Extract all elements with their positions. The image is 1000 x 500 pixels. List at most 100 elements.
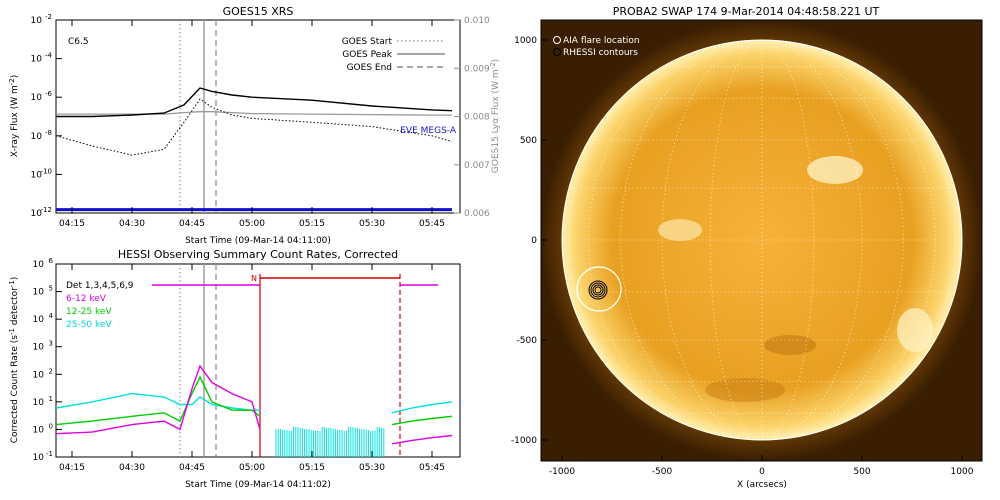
legend-goes-peak: GOES Peak: [342, 50, 392, 60]
xrs-ylabel-left-sup: -2: [8, 78, 16, 85]
xrs-ylabel-left: X-ray Flux (W m-2): [8, 75, 20, 157]
active-region-center: [658, 219, 702, 241]
hessi-time-tick-label: 05:30: [359, 463, 385, 473]
heliographic-grid: [562, 39, 962, 441]
hessi-y-tick-exp: 4: [49, 312, 54, 320]
xrs-left-tick-exp: -4: [45, 52, 53, 60]
legend-goes-start: GOES Start: [342, 37, 393, 47]
hessi-y-tick-exp: -1: [46, 450, 53, 458]
hessi-y-tick-base: 10: [33, 315, 45, 325]
hessi-time-tick-label: 04:15: [59, 463, 85, 473]
hessi-y-tick-base: 10: [33, 343, 45, 353]
longitude-line: [588, 39, 763, 441]
xrs-time-tick-label: 05:00: [239, 219, 265, 229]
swap-legend: AIA flare location RHESSI contours: [553, 36, 640, 58]
hessi-title: HESSI Observing Summary Count Rates, Cor…: [118, 248, 398, 261]
xrs-left-tick-exp: -10: [41, 167, 52, 175]
swap-y-tick-label: 500: [520, 136, 537, 146]
hessi-ylabel-tail: detector: [10, 287, 20, 328]
hessi-ylabel-text: Corrected Count Rate (s: [10, 335, 20, 444]
hessi-marks: [55, 264, 453, 457]
xrs-ylabel-right: GOES15 Lyα Flux (W m-2): [489, 59, 501, 173]
hessi-night-noise: [275, 427, 385, 457]
hessi-y-tick-base: 10: [33, 425, 45, 435]
longitude-line: [761, 39, 904, 441]
xrs-right-tick-label: 0.006: [464, 209, 490, 219]
xrs-time-tick-label: 04:15: [59, 219, 85, 229]
eve-label: EVE MEGS-A: [400, 126, 457, 136]
legend-rhessi-label: RHESSI contours: [563, 48, 638, 58]
xrs-ylabel-right-text: GOES15 Lyα Flux (W m: [491, 69, 501, 173]
xrs-time-tick-label: 05:15: [299, 219, 325, 229]
xrs-ylabel-left-text: X-ray Flux (W m: [10, 85, 20, 157]
swap-image-panel: PROBA2 SWAP 174 9-Mar-2014 04:48:58.221 …: [511, 5, 983, 490]
hessi-y-tick-exp: 0: [49, 422, 53, 430]
hessi-ylabel-sup2: -1: [8, 280, 16, 287]
xrs-lya-series: [56, 111, 452, 116]
xrs-left-tick-exp: -12: [41, 206, 52, 214]
hessi-series-6-12-keV: [55, 364, 261, 435]
swap-y-tick-label: -1000: [511, 436, 537, 446]
hessi-legend-12-25: 12-25 keV: [66, 307, 112, 317]
xrs-short-channel-series: [55, 98, 453, 156]
xrs-time-ticks: 04:15 04:30 04:45 05:00 05:15 05:30 05:45: [59, 20, 445, 229]
rhessi-contour-4: [594, 286, 602, 294]
hessi-time-tick-label: 05:00: [239, 463, 265, 473]
swap-x-tick-label: 0: [759, 467, 765, 477]
hessi-time-tick-label: 04:30: [119, 463, 145, 473]
xrs-class-label: C6.5: [68, 37, 89, 47]
xrs-left-tick-base: 10: [31, 93, 43, 103]
rhessi-contour-2: [590, 282, 606, 298]
active-region-west-limb: [897, 308, 933, 352]
hessi-y-tick-label: 10 0: [33, 422, 53, 435]
hessi-y-tick-base: 10: [33, 370, 45, 380]
xrs-left-tick-label: 10 -6: [31, 90, 53, 103]
xrs-left-tick-label: 10-10: [31, 167, 52, 180]
xrs-xlabel: Start Time (09-Mar-14 04:11:00): [185, 236, 331, 246]
xrs-left-tick-exp: -6: [45, 90, 53, 98]
xrs-time-tick-label: 04:45: [179, 219, 205, 229]
xrs-left-tick-label: 10 -4: [31, 52, 53, 65]
longitude-line: [761, 39, 956, 441]
swap-x-tick-label: 500: [853, 467, 870, 477]
swap-y-tick-label: -500: [517, 336, 538, 346]
hessi-series-25-50-keV: [55, 392, 260, 411]
active-regions: [658, 156, 933, 402]
rhessi-contour-1: [588, 280, 608, 300]
hessi-y-tick-exp: 3: [49, 340, 53, 348]
xrs-right-tick-label: 0.008: [464, 113, 490, 123]
hessi-y-tick-label: 10 3: [33, 340, 53, 353]
longitude-line: [761, 39, 936, 441]
hessi-y-tick-label: 10 5: [33, 285, 53, 298]
hessi-series-12-25-keV: [55, 375, 261, 426]
hessi-y-tick-base: 10: [33, 260, 45, 270]
hessi-y-tick-base: 10: [33, 453, 45, 463]
xrs-right-tick-label: 0.010: [464, 16, 490, 26]
hessi-chart: HESSI Observing Summary Count Rates, Cor…: [8, 248, 461, 490]
swap-xlabel: X (arcsecs): [737, 480, 787, 490]
hessi-y-tick-exp: 5: [49, 285, 53, 293]
xrs-left-tick-base: 10: [31, 170, 43, 180]
swap-x-ticks: -1000 -500 0 500 1000: [549, 455, 974, 477]
hessi-time-tick-label: 04:45: [179, 463, 205, 473]
hessi-legend-6-12: 6-12 keV: [66, 294, 107, 304]
xrs-time-tick-label: 05:30: [359, 219, 385, 229]
hessi-legend-det: Det 1,3,4,5,6,9: [66, 281, 134, 291]
xrs-marks: [55, 20, 453, 213]
swap-y-tick-label: 1000: [514, 36, 537, 46]
hessi-y-tick-label: 10 -1: [33, 450, 53, 463]
hessi-time-ticks: 04:15 04:30 04:45 05:00 05:15 05:30 05:45: [59, 264, 445, 473]
swap-x-tick-label: 1000: [951, 467, 974, 477]
swap-title: PROBA2 SWAP 174 9-Mar-2014 04:48:58.221 …: [613, 5, 880, 18]
hessi-y-tick-label: 10 1: [33, 395, 53, 408]
legend-aia-label: AIA flare location: [563, 36, 640, 46]
hessi-y-tick-label: 10 6: [33, 257, 54, 270]
hessi-legend: Det 1,3,4,5,6,9 6-12 keV 12-25 keV 25-50…: [66, 281, 134, 330]
active-region-ne: [807, 156, 863, 184]
hessi-y-tick-exp: 2: [49, 367, 53, 375]
hessi-late-12-25-keV: [391, 415, 453, 426]
swap-x-tick-label: -1000: [549, 467, 575, 477]
